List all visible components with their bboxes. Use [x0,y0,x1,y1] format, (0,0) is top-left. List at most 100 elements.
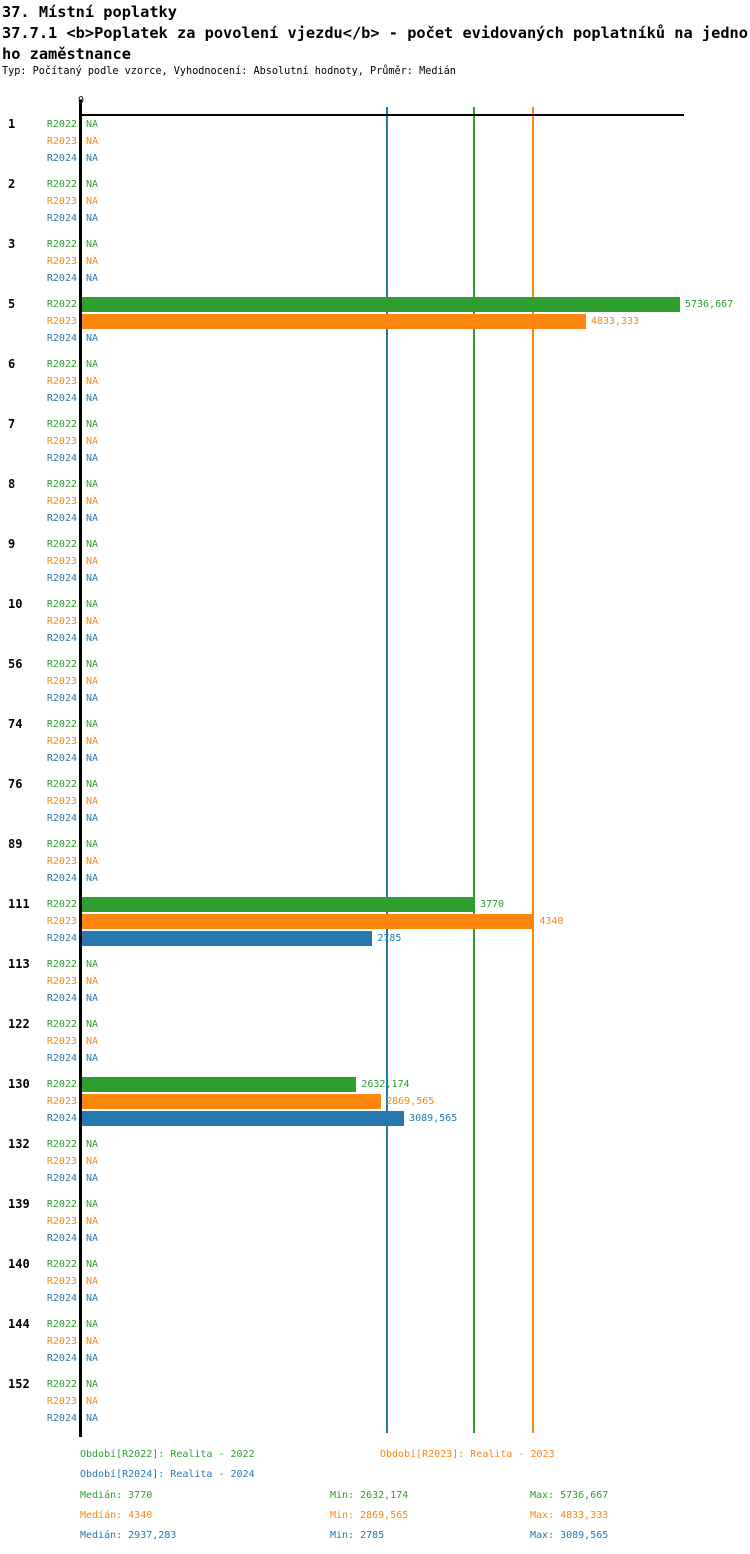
series-label-r2022: R2022 [46,959,77,970]
bar-r2022 [82,897,475,912]
series-label-r2022: R2022 [46,599,77,610]
stat-median-r2024: Medián: 2937,283 [80,1530,177,1541]
bar-value-label: 2785 [377,933,402,944]
na-value-label: NA [86,479,99,490]
na-value-label: NA [86,599,99,610]
series-label-r2023: R2023 [46,1396,77,1407]
category-label: 139 [8,1197,30,1211]
na-value-label: NA [86,239,99,250]
series-label-r2022: R2022 [46,1199,77,1210]
category-label: 130 [8,1077,30,1091]
series-label-r2024: R2024 [46,753,77,764]
category-label: 7 [8,417,16,431]
na-value-label: NA [86,1019,99,1030]
na-value-label: NA [86,1156,99,1167]
series-label-r2023: R2023 [46,1036,77,1047]
category-label: 74 [8,717,23,731]
category-label: 8 [8,477,16,491]
bar-r2022 [82,297,680,312]
series-label-r2024: R2024 [46,1353,77,1364]
na-value-label: NA [86,1293,99,1304]
category-label: 132 [8,1137,30,1151]
na-value-label: NA [86,153,99,164]
stat-min-r2023: Min: 2869,565 [330,1510,409,1521]
series-label-r2023: R2023 [46,676,77,687]
y-axis-line [79,100,82,1437]
na-value-label: NA [86,976,99,987]
na-value-label: NA [86,959,99,970]
series-label-r2024: R2024 [46,873,77,884]
na-value-label: NA [86,1259,99,1270]
na-value-label: NA [86,136,99,147]
median-gridline-r2023 [532,107,535,1433]
legend-r2022: Období[R2022]: Realita - 2022 [80,1449,255,1460]
series-label-r2022: R2022 [46,1019,77,1030]
na-value-label: NA [86,436,99,447]
na-value-label: NA [86,256,99,267]
na-value-label: NA [86,119,99,130]
na-value-label: NA [86,839,99,850]
series-label-r2023: R2023 [46,856,77,867]
stat-max-r2022: Max: 5736,667 [530,1490,609,1501]
bar-value-label: 3089,565 [409,1113,458,1124]
category-label: 89 [8,837,23,851]
series-label-r2024: R2024 [46,1293,77,1304]
na-value-label: NA [86,393,99,404]
series-label-r2022: R2022 [46,359,77,370]
bar-value-label: 5736,667 [685,299,734,310]
na-value-label: NA [86,453,99,464]
series-label-r2023: R2023 [46,136,77,147]
series-label-r2022: R2022 [46,119,77,130]
category-label: 10 [8,597,23,611]
chart-subtitle-line1: 37.7.1 <b>Poplatek za povolení vjezdu</b… [2,24,748,42]
na-value-label: NA [86,719,99,730]
median-gridline-r2024 [386,107,389,1433]
category-label: 3 [8,237,16,251]
series-label-r2024: R2024 [46,153,77,164]
series-label-r2023: R2023 [46,1276,77,1287]
category-label: 9 [8,537,16,551]
bar-r2024 [82,1111,405,1126]
bar-r2022 [82,1077,357,1092]
series-label-r2023: R2023 [46,736,77,747]
na-value-label: NA [86,539,99,550]
series-label-r2023: R2023 [46,616,77,627]
na-value-label: NA [86,213,99,224]
na-value-label: NA [86,993,99,1004]
bar-r2023 [82,314,586,329]
category-label: 113 [8,957,30,971]
na-value-label: NA [86,1336,99,1347]
series-label-r2024: R2024 [46,513,77,524]
na-value-label: NA [86,496,99,507]
series-label-r2023: R2023 [46,496,77,507]
series-label-r2023: R2023 [46,976,77,987]
series-label-r2022: R2022 [46,299,77,310]
na-value-label: NA [86,333,99,344]
category-label: 76 [8,777,23,791]
legend-r2024: Období[R2024]: Realita - 2024 [80,1469,255,1480]
x-axis-line [79,114,684,116]
na-value-label: NA [86,419,99,430]
category-label: 2 [8,177,16,191]
series-label-r2024: R2024 [46,933,77,944]
na-value-label: NA [86,196,99,207]
stat-max-r2024: Max: 3089,565 [530,1530,609,1541]
series-label-r2024: R2024 [46,1413,77,1424]
series-label-r2022: R2022 [46,419,77,430]
series-label-r2024: R2024 [46,573,77,584]
na-value-label: NA [86,1199,99,1210]
series-label-r2022: R2022 [46,1319,77,1330]
series-label-r2023: R2023 [46,376,77,387]
na-value-label: NA [86,1396,99,1407]
na-value-label: NA [86,1379,99,1390]
stat-min-r2024: Min: 2785 [330,1530,385,1541]
series-label-r2023: R2023 [46,436,77,447]
series-label-r2022: R2022 [46,1139,77,1150]
series-label-r2024: R2024 [46,813,77,824]
category-label: 152 [8,1377,30,1391]
series-label-r2024: R2024 [46,393,77,404]
na-value-label: NA [86,813,99,824]
series-label-r2022: R2022 [46,659,77,670]
